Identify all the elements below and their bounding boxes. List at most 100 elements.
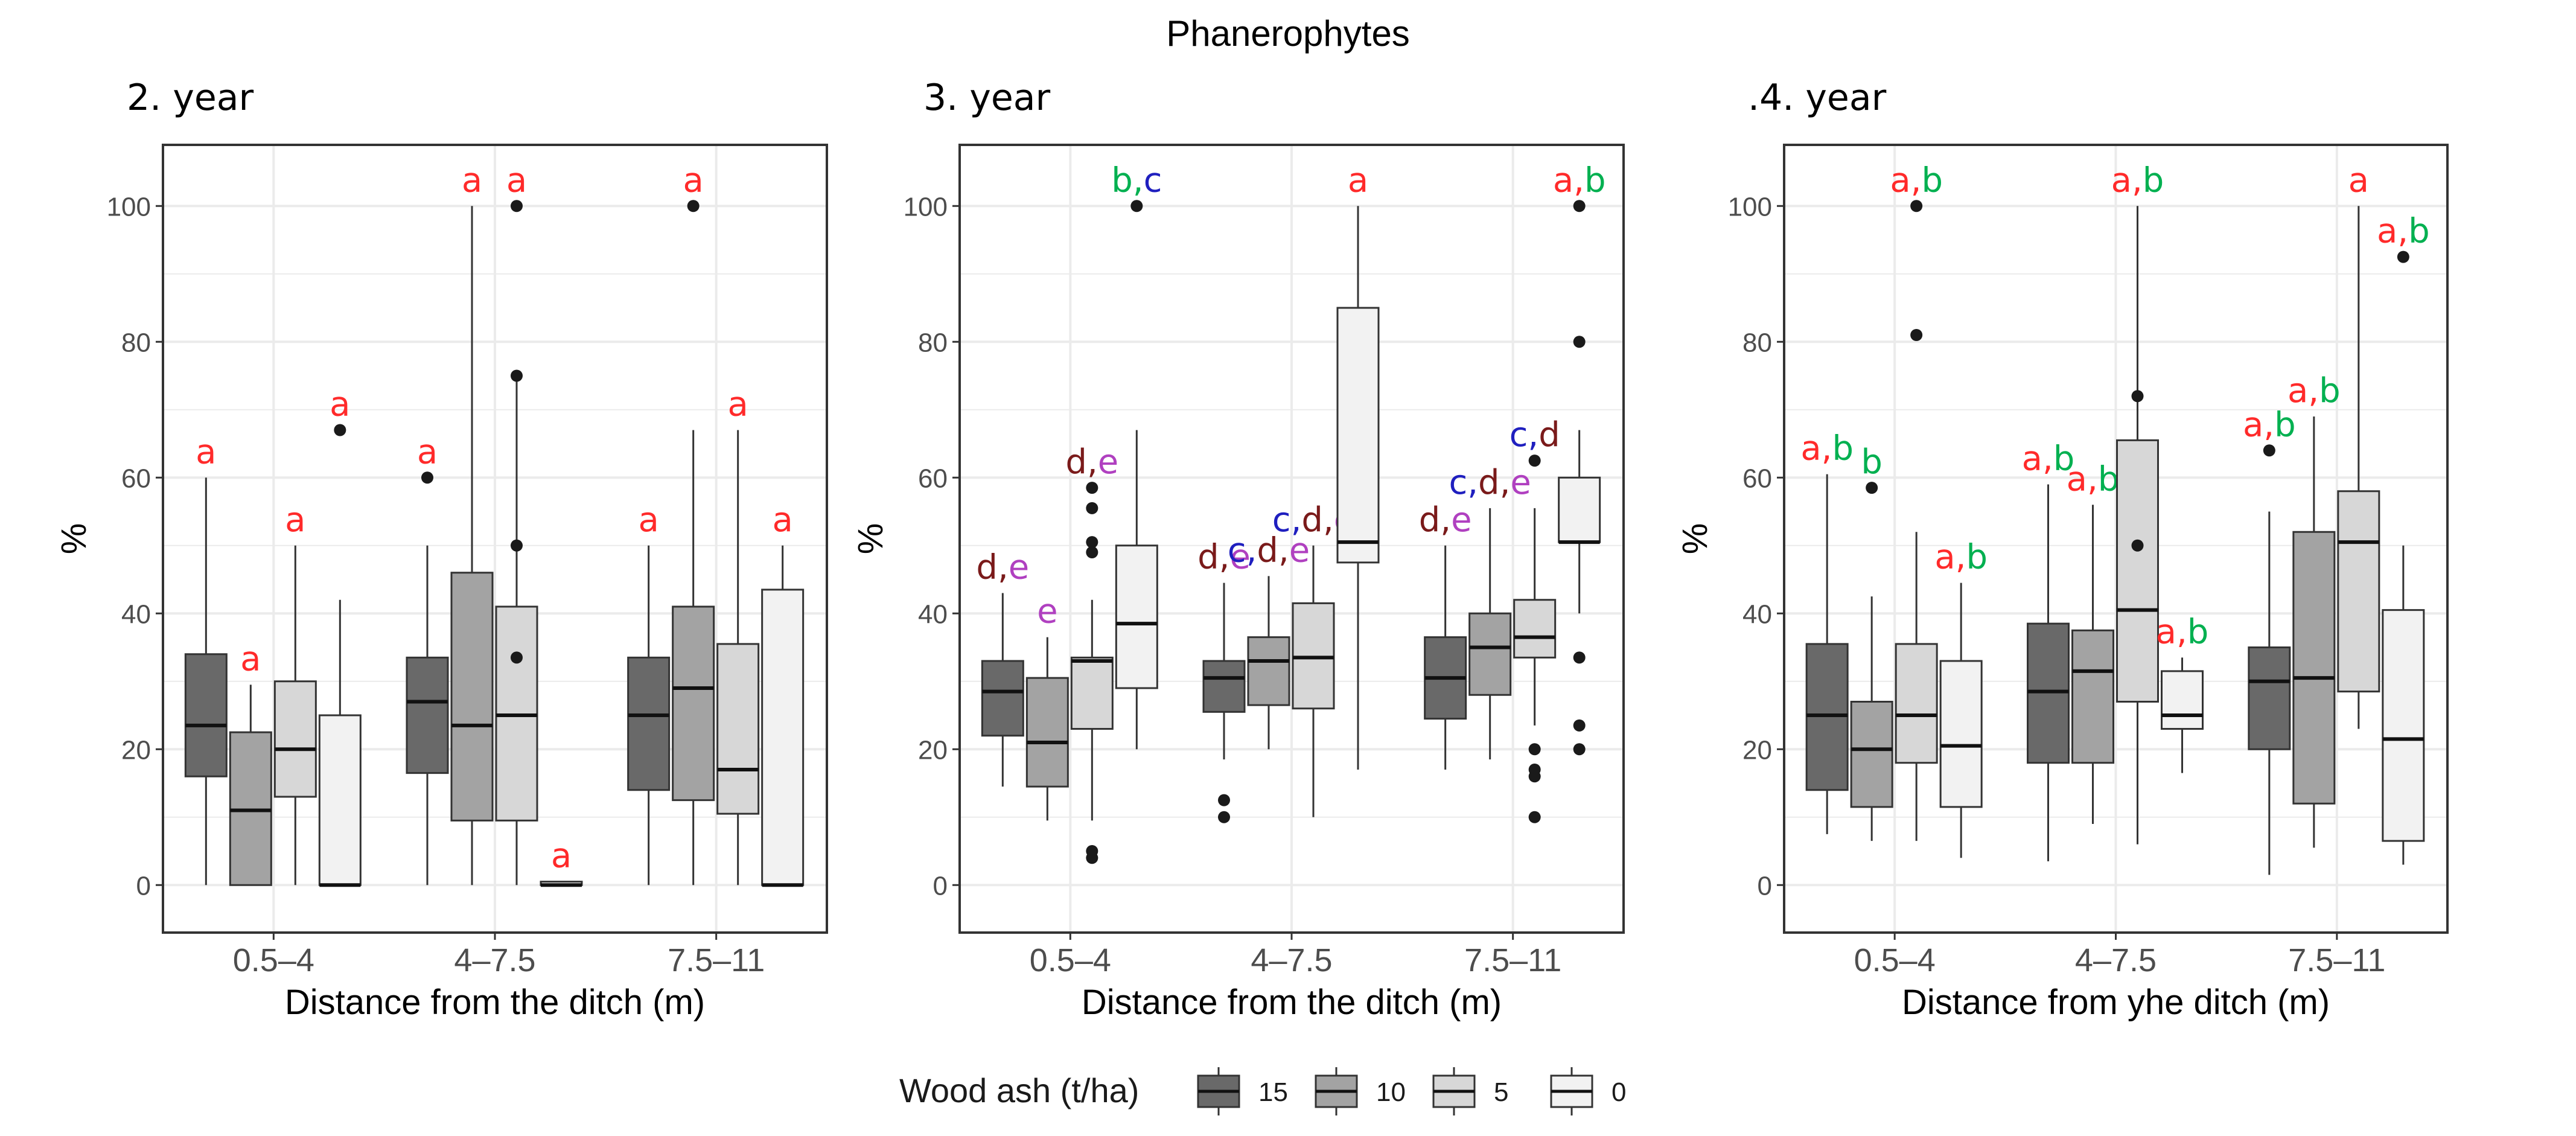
significance-letter: d, xyxy=(1301,500,1333,540)
box-4–7.5-15: d,e xyxy=(1197,538,1251,823)
significance-letter: b xyxy=(2053,439,2075,479)
significance-letter: a, xyxy=(1890,161,1921,200)
y-tick-label: 100 xyxy=(1728,192,1772,222)
box-0.5–4-5: a,b xyxy=(1890,161,1943,841)
significance-letters: a xyxy=(330,385,350,424)
box-iqr xyxy=(1558,476,1601,543)
panel-title: 3. year xyxy=(923,77,1051,119)
significance-letter: b xyxy=(1832,429,1854,468)
significance-letters: a xyxy=(240,639,261,678)
significance-letter: e xyxy=(1098,442,1118,482)
significance-letter: b xyxy=(2098,459,2120,499)
legend: Wood ash (t/ha) 15 10 5 0 xyxy=(899,1067,1626,1115)
significance-letters: a,b xyxy=(2377,212,2430,251)
outlier-point xyxy=(1528,743,1541,756)
box-iqr xyxy=(450,572,494,822)
outlier-point xyxy=(1573,719,1586,732)
box-0.5–4-5: d,e xyxy=(1065,442,1118,864)
box-iqr xyxy=(2116,439,2159,703)
significance-letters: a,b xyxy=(1890,161,1943,200)
outlier-point xyxy=(2263,444,2275,457)
significance-letter: a, xyxy=(1553,161,1584,200)
significance-letters: a,b xyxy=(2067,459,2120,499)
box-0.5–4-0: a xyxy=(318,385,362,887)
legend-label: 5 xyxy=(1494,1077,1508,1107)
significance-letters: d,e xyxy=(1197,538,1251,577)
x-tick-label: 4–7.5 xyxy=(2075,942,2157,978)
outlier-point xyxy=(1086,852,1098,864)
box-0.5–4-0: a,b xyxy=(1934,538,1988,858)
outlier-point xyxy=(1086,536,1098,549)
significance-letter: d, xyxy=(976,548,1008,587)
significance-letters: a xyxy=(728,385,748,424)
x-tick-label: 0.5–4 xyxy=(1030,942,1111,978)
significance-letter: a xyxy=(196,432,216,471)
outlier-point xyxy=(2397,250,2409,263)
x-axis-title: Distance from the ditch (m) xyxy=(285,983,705,1022)
box-7.5–11-5: a xyxy=(2337,161,2380,729)
box-4–7.5-0: a xyxy=(540,837,583,887)
significance-letter: e xyxy=(1451,500,1471,540)
legend-keys: 15 10 5 0 xyxy=(1197,1067,1626,1115)
significance-letter: a, xyxy=(2287,371,2319,410)
significance-letter: d, xyxy=(1065,442,1097,482)
significance-letter: e xyxy=(1009,548,1029,587)
legend-key-0: 0 xyxy=(1550,1067,1626,1115)
box-0.5–4-15: d,e xyxy=(976,548,1029,787)
significance-letter: a, xyxy=(1934,538,1966,577)
x-tick-label: 4–7.5 xyxy=(454,942,535,978)
panel-2: d,eed,eb,cd,ec,d,ec,d,ead,ec,d,ec,da,b02… xyxy=(851,77,1625,1022)
significance-letter: b xyxy=(1921,161,1943,200)
significance-letters: e xyxy=(1037,592,1057,631)
significance-letter: a xyxy=(417,432,438,471)
significance-letter: a xyxy=(1348,161,1368,200)
panel-title: 2. year xyxy=(127,77,254,119)
significance-letters: d,e xyxy=(1065,442,1118,482)
box-iqr xyxy=(1939,660,1983,808)
box-4–7.5-10: a xyxy=(450,161,494,886)
box-iqr xyxy=(1336,307,1380,564)
y-tick-label: 40 xyxy=(1742,599,1772,629)
significance-letter: c, xyxy=(1449,463,1478,502)
box-0.5–4-15: a,b xyxy=(1800,429,1854,834)
box-iqr xyxy=(1247,636,1290,706)
box-iqr xyxy=(627,656,671,791)
significance-letters: a xyxy=(417,432,438,471)
significance-letter: a xyxy=(240,639,261,678)
box-7.5–11-10: a xyxy=(672,161,715,886)
significance-letters: d,e xyxy=(1419,500,1472,540)
box-4–7.5-15: a xyxy=(406,432,449,886)
box-iqr xyxy=(273,680,317,798)
outlier-point xyxy=(334,424,346,436)
box-7.5–11-10: c,d,e xyxy=(1449,463,1531,760)
significance-letters: c,d xyxy=(1510,415,1560,455)
outlier-point xyxy=(1086,546,1098,558)
box-4–7.5-0: a,b xyxy=(2156,612,2208,773)
significance-letter: d, xyxy=(1478,463,1510,502)
legend-label: 15 xyxy=(1258,1077,1288,1107)
significance-letters: b xyxy=(1861,442,1883,482)
box-iqr xyxy=(1513,599,1557,659)
y-axis-title: % xyxy=(851,523,890,555)
x-tick-label: 0.5–4 xyxy=(233,942,314,978)
box-7.5–11-0: a,b xyxy=(2377,212,2430,865)
significance-letters: a,b xyxy=(1800,429,1854,468)
outlier-point xyxy=(511,200,523,212)
significance-letters: c,d,e xyxy=(1228,531,1310,570)
y-tick-label: 0 xyxy=(1758,871,1772,901)
box-7.5–11-0: a xyxy=(761,500,805,887)
outlier-point xyxy=(1130,200,1143,212)
significance-letter: a, xyxy=(2067,459,2098,499)
significance-letter: a xyxy=(506,161,527,200)
significance-letter: a, xyxy=(2111,161,2143,200)
significance-letters: a xyxy=(773,500,793,540)
outlier-point xyxy=(1573,651,1586,664)
panel-3: a,b ba,ba,ba,ba,ba,ba,ba,ba,baa,b02040608… xyxy=(1675,77,2449,1022)
figure-title: Phanerophytes xyxy=(1166,13,1410,54)
legend-key-10: 10 xyxy=(1315,1067,1406,1115)
significance-letters: a,b xyxy=(2022,439,2075,479)
box-0.5–4-15: a xyxy=(184,432,228,886)
significance-letters: a xyxy=(285,500,305,540)
